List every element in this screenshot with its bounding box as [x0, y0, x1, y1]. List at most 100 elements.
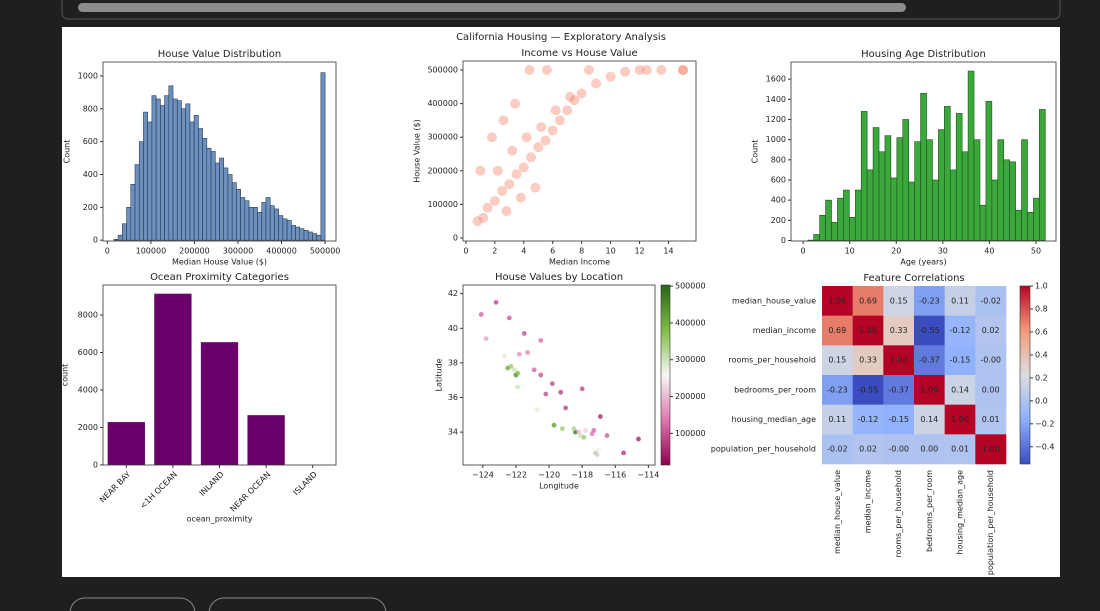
- histogram-bar: [291, 225, 296, 241]
- cell-label: -0.15: [950, 356, 971, 365]
- x-tick-label: −114: [637, 471, 659, 480]
- y-tick-label: 400: [771, 196, 786, 205]
- y-axis-label: Count: [751, 140, 760, 164]
- y-tick-label: 34: [448, 428, 458, 437]
- scatter-point: [526, 152, 537, 163]
- x-tick-label: 2: [492, 247, 497, 256]
- histogram-bar: [831, 222, 838, 241]
- heatmap-cell: [822, 375, 853, 405]
- y-tick-label: bedrooms_per_room: [734, 385, 816, 394]
- scatter-point: [634, 65, 645, 76]
- scatter-point: [569, 95, 580, 106]
- cell-label: 0.69: [828, 326, 846, 335]
- map-point: [571, 426, 577, 432]
- toolbar-button[interactable]: [208, 597, 387, 611]
- x-tick-label: 500000: [310, 247, 341, 256]
- y-tick-label: 200000: [427, 166, 458, 175]
- scatter-point: [565, 91, 576, 102]
- scatter-point: [501, 206, 512, 217]
- map-point: [506, 315, 512, 321]
- histogram-bar: [143, 111, 148, 241]
- cell-label: -0.55: [919, 326, 940, 335]
- colorbar-tick-label: 0.6: [1035, 327, 1048, 336]
- axes-title: Income vs House Value: [521, 48, 637, 59]
- histogram-bar: [265, 197, 271, 241]
- bar: [200, 342, 239, 465]
- heatmap-cell: [883, 315, 915, 346]
- heatmap-cell: [944, 286, 976, 316]
- colorbar-tick-label: 400000: [675, 318, 706, 327]
- scatter-point: [554, 115, 565, 126]
- x-tick-label: rooms_per_household: [894, 470, 903, 558]
- y-tick-label: 0: [93, 461, 98, 470]
- cell-label: -0.00: [888, 445, 909, 454]
- map-point: [521, 331, 527, 336]
- histogram-bar: [274, 208, 279, 241]
- cell-label: 1.00: [920, 385, 938, 394]
- heatmap-cell: [822, 345, 853, 376]
- histogram-bar: [176, 100, 182, 241]
- y-tick-label: 200: [83, 203, 98, 212]
- cell-label: -0.23: [919, 296, 940, 305]
- cell-label: 0.11: [828, 415, 846, 424]
- histogram-bar: [860, 111, 868, 241]
- x-axis-label: Longitude: [539, 482, 579, 491]
- toolbar-button[interactable]: [69, 597, 196, 611]
- x-tick-label: 40: [984, 247, 994, 256]
- map-point: [515, 370, 521, 376]
- heatmap-cell: [852, 404, 884, 435]
- axes-title: Ocean Proximity Categories: [150, 272, 289, 283]
- heatmap-cell: [883, 375, 915, 405]
- cell-label: -0.23: [827, 385, 848, 394]
- x-tick-label: population_per_household: [986, 470, 995, 575]
- heatmap-cell: [822, 286, 853, 316]
- map-point: [535, 407, 540, 413]
- histogram-bar: [932, 179, 939, 241]
- x-tick-label: housing_median_age: [956, 470, 965, 555]
- histogram-bar: [320, 72, 326, 241]
- map-point: [551, 422, 557, 428]
- histogram-bar: [113, 239, 119, 241]
- y-axis-label: Count: [63, 140, 72, 164]
- histogram-bar: [210, 151, 216, 241]
- map-point: [538, 337, 544, 343]
- scatter-point: [511, 169, 522, 180]
- map-point: [581, 434, 587, 440]
- x-tick-label: 10: [845, 247, 855, 256]
- heatmap-cell: [914, 315, 945, 346]
- axes-title: House Value Distribution: [158, 49, 282, 60]
- x-tick-label: 8: [579, 247, 584, 256]
- y-tick-label: 600: [83, 137, 98, 146]
- y-tick-label: 0: [93, 236, 98, 245]
- x-tick-label: 12: [634, 247, 644, 256]
- y-tick-label: 40: [448, 324, 458, 333]
- histogram-bar: [1021, 139, 1028, 241]
- x-tick-label: −116: [604, 471, 626, 480]
- histogram-bar: [920, 92, 927, 241]
- map-point: [493, 299, 499, 305]
- y-tick-label: 600: [771, 175, 786, 184]
- x-tick-label: −122: [505, 471, 527, 480]
- x-tick-label: −118: [571, 471, 593, 480]
- heatmap-cell: [852, 434, 884, 465]
- cell-label: 0.01: [982, 415, 1000, 424]
- histogram-bar: [155, 98, 161, 241]
- scatter-point: [541, 65, 552, 76]
- x-tick-label: 50: [1031, 247, 1041, 256]
- y-tick-label: population_per_household: [711, 445, 816, 454]
- x-tick-label: 400000: [266, 247, 297, 256]
- histogram-bar: [890, 177, 898, 241]
- histogram-bar: [908, 181, 915, 241]
- y-tick-label: 6000: [78, 348, 98, 357]
- histogram-bar: [866, 169, 874, 241]
- cell-label: 0.33: [890, 326, 908, 335]
- map-point: [549, 381, 555, 387]
- histogram-bar: [248, 207, 254, 241]
- histogram-bar: [168, 85, 174, 241]
- heatmap-cell: [822, 434, 853, 465]
- x-tick-label: 0: [463, 247, 468, 256]
- histogram-bar: [172, 98, 178, 241]
- figure-title: California Housing — Exploratory Analysi…: [456, 32, 666, 43]
- y-tick-label: 1400: [766, 95, 786, 104]
- scrollbar[interactable]: [78, 3, 906, 12]
